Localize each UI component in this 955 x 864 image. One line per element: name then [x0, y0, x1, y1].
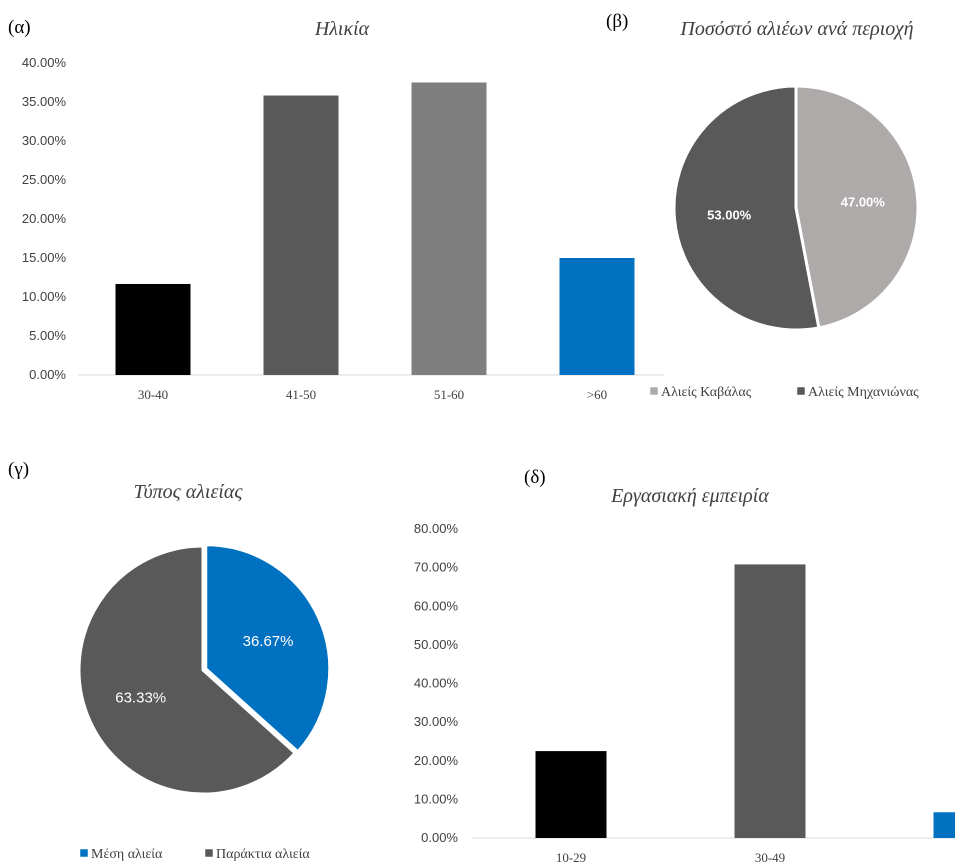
- x-category-label: 51-60: [434, 387, 464, 402]
- legend-swatch: [796, 386, 806, 396]
- legend-entry: Αλιείς Μηχανιώνας: [808, 385, 919, 400]
- bar-1029: [535, 751, 607, 838]
- x-category-label: 10-29: [556, 850, 586, 864]
- slice-value-label: 53.00%: [707, 207, 752, 222]
- y-tick-label: 5.00%: [29, 328, 66, 343]
- x-category-label: 41-50: [286, 387, 316, 402]
- y-tick-label: 25.00%: [22, 172, 67, 187]
- y-tick-label: 60.00%: [414, 598, 459, 613]
- chart-age-bar: 0.00% 5.00% 10.00% 15.00% 20.00% 25.00% 30.00%…: [22, 55, 664, 402]
- slice-value-label: 36.67%: [243, 633, 294, 650]
- pie-slice: [672, 84, 821, 332]
- chart-b-title: Ποσόστό αλιέων ανά περιοχή: [679, 18, 913, 40]
- chart-d-title: Εργασιακή εμπειρία: [610, 485, 769, 507]
- legend-entry: Αλιείς Καβάλας: [661, 385, 752, 400]
- chart-experience-bar: 0.00% 10.00% 20.00% 30.00% 40.00% 50.00% 60.00…: [414, 521, 955, 864]
- panel-d-label: (δ): [524, 467, 546, 488]
- pie-slice: [77, 544, 298, 796]
- chart-fishing-type-pie: 36.67% 63.33% Μέση αλιεία Παράκτια αλιεία: [77, 543, 332, 862]
- legend-swatch: [204, 848, 214, 858]
- chart-region-pie: 47.00% 53.00% Αλιείς Καβάλας Αλιείς Μηχανιώ…: [649, 84, 920, 400]
- y-tick-label: 0.00%: [421, 830, 458, 845]
- chart-c-title: Τύπος αλιείας: [133, 481, 243, 503]
- y-tick-label: 20.00%: [414, 753, 459, 768]
- panel-a-label: (α): [8, 17, 31, 38]
- panel-c-label: (γ): [8, 459, 29, 480]
- x-category-label: >60: [587, 387, 607, 402]
- bar-5: [933, 812, 955, 838]
- bar-4150: [263, 95, 339, 375]
- y-tick-label: 20.00%: [22, 211, 67, 226]
- y-tick-label: 0.00%: [29, 367, 66, 382]
- y-tick-label: 40.00%: [22, 55, 67, 70]
- y-tick-label: 70.00%: [414, 560, 459, 575]
- slice-value-label: 63.33%: [115, 690, 166, 707]
- legend-entry: Παράκτια αλιεία: [216, 847, 310, 862]
- bar-3040: [115, 283, 191, 375]
- y-tick-label: 30.00%: [22, 133, 67, 148]
- y-tick-label: 30.00%: [414, 714, 459, 729]
- bar-3049: [734, 564, 806, 838]
- slice-value-label: 47.00%: [841, 195, 886, 210]
- y-tick-label: 40.00%: [414, 676, 459, 691]
- x-category-label: 30-49: [755, 850, 785, 864]
- pie-slice: [794, 84, 920, 330]
- bar-5160: [411, 82, 487, 375]
- bar-60: [559, 258, 635, 375]
- legend-entry: Μέση αλιεία: [91, 847, 163, 862]
- y-tick-label: 10.00%: [22, 289, 67, 304]
- y-tick-label: 50.00%: [414, 637, 459, 652]
- chart-a-title: Ηλικία: [314, 18, 370, 40]
- y-tick-label: 10.00%: [414, 791, 459, 806]
- panel-b-label: (β): [606, 11, 628, 32]
- x-category-label: 30-40: [138, 387, 168, 402]
- y-tick-label: 35.00%: [22, 94, 67, 109]
- y-tick-label: 80.00%: [414, 521, 459, 536]
- legend-swatch: [649, 386, 659, 396]
- y-tick-label: 15.00%: [22, 250, 67, 265]
- pie-slice: [204, 543, 332, 754]
- legend-swatch: [79, 848, 89, 858]
